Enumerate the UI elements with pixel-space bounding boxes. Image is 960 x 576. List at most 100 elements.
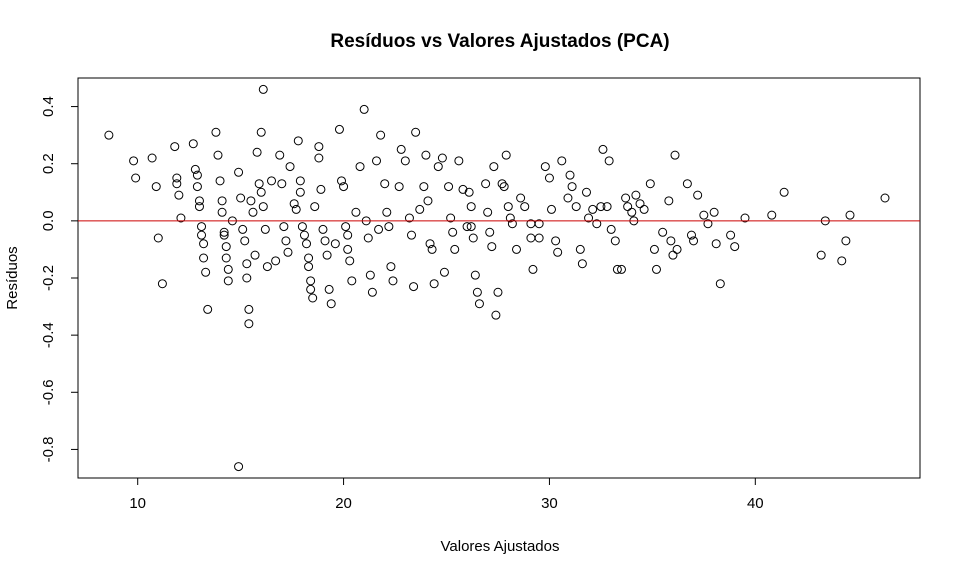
data-point	[295, 176, 305, 186]
data-point	[320, 236, 330, 246]
data-point	[279, 222, 289, 232]
data-point	[462, 222, 472, 232]
data-point	[534, 233, 544, 243]
data-point	[415, 204, 425, 214]
data-point	[384, 222, 394, 232]
data-point	[314, 153, 324, 163]
data-point	[326, 299, 336, 309]
data-point	[192, 182, 202, 192]
data-point	[730, 242, 740, 252]
data-point	[520, 202, 530, 212]
data-point	[726, 230, 736, 240]
data-point	[616, 264, 626, 274]
data-point	[347, 276, 357, 286]
data-point	[437, 153, 447, 163]
data-point	[104, 130, 114, 140]
data-point	[588, 204, 598, 214]
data-point	[308, 293, 318, 303]
data-point	[388, 276, 398, 286]
data-point	[197, 222, 207, 232]
data-point	[425, 239, 435, 249]
data-point	[493, 287, 503, 297]
data-point	[260, 224, 270, 234]
data-point	[242, 259, 252, 269]
data-point	[703, 219, 713, 229]
data-point	[199, 239, 209, 249]
data-point	[409, 282, 419, 292]
x-tick-label: 20	[335, 495, 352, 512]
data-point	[610, 236, 620, 246]
data-point	[621, 193, 631, 203]
data-point	[339, 182, 349, 192]
y-tick-label: 0.2	[40, 153, 57, 174]
data-point	[221, 253, 231, 263]
data-point	[503, 202, 513, 212]
data-point	[131, 173, 141, 183]
data-point	[507, 219, 517, 229]
data-point	[845, 210, 855, 220]
data-point	[217, 207, 227, 217]
data-point	[497, 179, 507, 189]
data-point	[767, 210, 777, 220]
data-point	[258, 84, 268, 94]
data-point	[234, 167, 244, 177]
data-point	[816, 250, 826, 260]
data-point	[658, 227, 668, 237]
data-point	[526, 233, 536, 243]
data-point	[565, 170, 575, 180]
data-point	[880, 193, 890, 203]
data-point	[318, 224, 328, 234]
data-point	[491, 310, 501, 320]
data-point	[470, 270, 480, 280]
data-point	[291, 204, 301, 214]
data-point	[322, 250, 332, 260]
data-point	[246, 196, 256, 206]
data-point	[571, 202, 581, 212]
data-point	[551, 236, 561, 246]
data-point	[584, 213, 594, 223]
x-tick-label: 10	[129, 495, 146, 512]
data-point	[699, 210, 709, 220]
data-point	[188, 139, 198, 149]
data-point	[304, 262, 314, 272]
data-point	[157, 279, 167, 289]
y-tick-label: -0.4	[40, 322, 57, 348]
data-point	[201, 267, 211, 277]
data-point	[238, 224, 248, 234]
data-point	[553, 247, 563, 257]
data-point	[194, 196, 204, 206]
data-point	[219, 230, 229, 240]
data-point	[367, 287, 377, 297]
data-point	[468, 233, 478, 243]
data-point	[411, 127, 421, 137]
data-point	[837, 256, 847, 266]
data-point	[439, 267, 449, 277]
data-point	[297, 222, 307, 232]
data-point	[310, 202, 320, 212]
data-point	[267, 176, 277, 186]
data-points	[104, 84, 890, 472]
data-point	[341, 222, 351, 232]
data-point	[199, 253, 209, 263]
data-point	[499, 182, 509, 192]
x-axis: 10 20 30 40	[129, 477, 764, 512]
data-point	[380, 179, 390, 189]
data-point	[396, 144, 406, 154]
data-point	[505, 213, 515, 223]
data-point	[129, 156, 139, 166]
data-point	[474, 299, 484, 309]
data-point	[407, 230, 417, 240]
data-point	[466, 222, 476, 232]
data-point	[664, 196, 674, 206]
data-point	[365, 270, 375, 280]
data-point	[567, 182, 577, 192]
data-point	[693, 190, 703, 200]
data-point	[172, 173, 182, 183]
data-point	[446, 213, 456, 223]
y-tick-label: 0.4	[40, 96, 57, 117]
data-point	[689, 236, 699, 246]
chart-title: Resíduos vs Valores Ajustados (PCA)	[330, 31, 669, 52]
data-point	[501, 150, 511, 160]
data-point	[306, 284, 316, 294]
data-point	[386, 262, 396, 272]
